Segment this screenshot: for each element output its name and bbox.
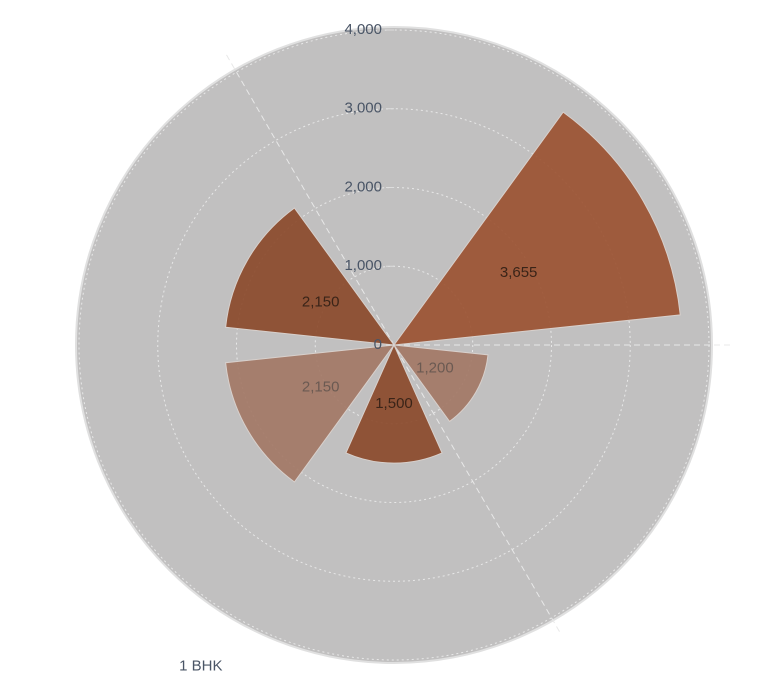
y-tick-label: 4,000 xyxy=(344,21,382,38)
y-tick-label: 0 xyxy=(374,336,382,353)
wedge xyxy=(392,344,489,423)
wedge xyxy=(392,111,681,346)
grid-circle xyxy=(157,108,631,582)
wedge xyxy=(345,343,443,464)
y-tick-label: 2,000 xyxy=(344,178,382,195)
value-label: 2,150 xyxy=(302,378,340,395)
y-tick-label: 3,000 xyxy=(344,100,382,117)
value-label: 1,200 xyxy=(416,360,454,377)
wedge xyxy=(225,344,396,483)
wedge xyxy=(225,207,396,346)
value-label: 2,150 xyxy=(302,294,340,311)
category-label: 1 BHK xyxy=(179,657,222,674)
value-label: 3,655 xyxy=(500,264,538,281)
y-tick-label: 1,000 xyxy=(344,257,382,274)
value-label: 1,500 xyxy=(375,395,413,412)
